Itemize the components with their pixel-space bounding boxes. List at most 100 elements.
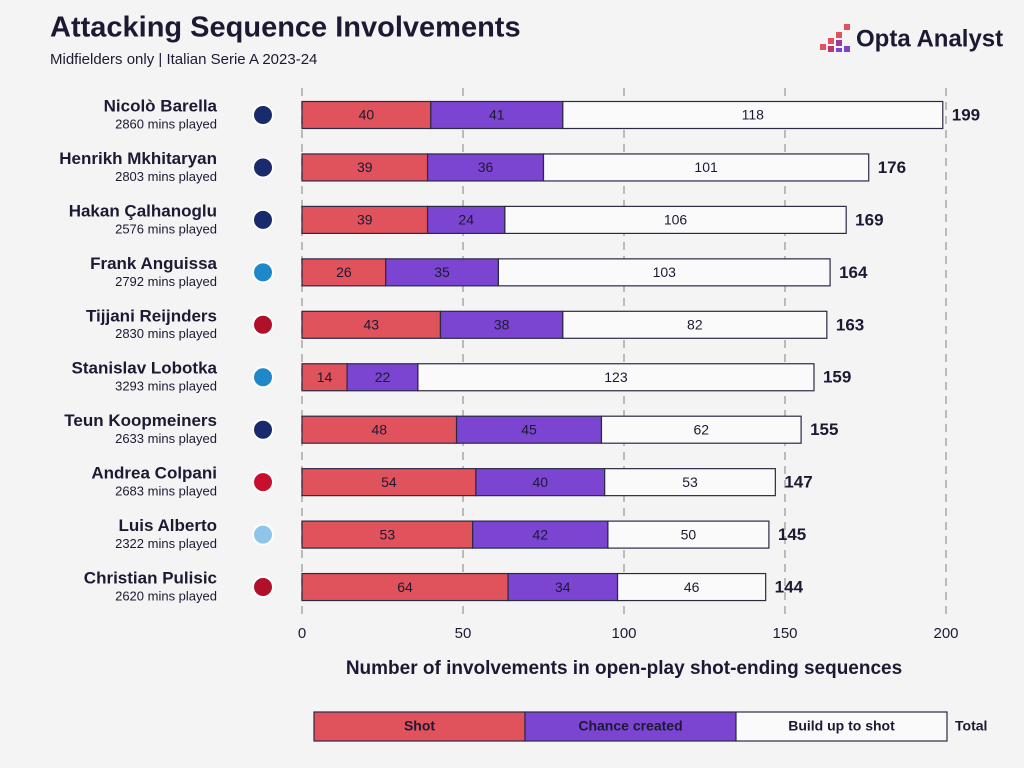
- total-label: 145: [778, 525, 806, 544]
- value-label: 103: [653, 264, 677, 280]
- club-badge: [252, 156, 274, 179]
- legend-total: Total: [955, 718, 987, 734]
- value-label: 101: [694, 159, 718, 175]
- club-badge: [252, 261, 274, 284]
- bar-segment: [604, 468, 776, 497]
- bar-segment: [301, 468, 477, 497]
- club-badge: [252, 208, 274, 231]
- player-name: Andrea Colpani: [91, 464, 217, 483]
- x-tick-label: 150: [772, 625, 797, 642]
- value-label: 54: [381, 474, 397, 490]
- player-name: Frank Anguissa: [90, 254, 217, 273]
- player-minutes: 2683 mins played: [115, 484, 217, 499]
- value-label: 39: [357, 212, 373, 228]
- x-axis-label: Number of involvements in open-play shot…: [346, 658, 902, 679]
- club-badge: [252, 471, 274, 494]
- value-label: 35: [434, 264, 450, 280]
- club-badge: [252, 523, 274, 546]
- bar-segment: [426, 153, 545, 182]
- player-minutes: 3293 mins played: [115, 379, 217, 394]
- value-label: 46: [684, 579, 700, 595]
- value-label: 123: [604, 369, 628, 385]
- bar-segment: [507, 572, 619, 602]
- player-minutes: 2860 mins played: [115, 116, 217, 131]
- bar-segment: [301, 363, 348, 392]
- bar-segment: [542, 153, 870, 182]
- bar-segment: [607, 520, 770, 549]
- x-tick-label: 100: [611, 625, 636, 642]
- player-minutes: 2322 mins played: [115, 536, 217, 551]
- legend-label: Build up to shot: [788, 718, 895, 734]
- value-label: 36: [478, 159, 494, 175]
- value-label: 40: [532, 474, 548, 490]
- bar-segment: [301, 310, 442, 339]
- legend-label: Chance created: [578, 718, 682, 734]
- bar-segment: [472, 520, 609, 549]
- value-label: 26: [336, 264, 352, 280]
- x-tick-label: 200: [933, 625, 958, 642]
- player-name: Tijjani Reijnders: [86, 306, 217, 325]
- value-label: 118: [742, 107, 765, 123]
- bar-segment: [301, 100, 432, 130]
- value-label: 34: [555, 579, 571, 595]
- player-minutes: 2830 mins played: [115, 326, 217, 341]
- player-minutes: 2576 mins played: [115, 221, 217, 236]
- value-label: 53: [380, 526, 396, 542]
- chart-title: Attacking Sequence Involvements: [50, 12, 521, 44]
- value-label: 82: [687, 317, 703, 333]
- total-label: 155: [810, 420, 838, 439]
- bar-segment: [417, 363, 815, 392]
- legend-swatch: [735, 711, 948, 742]
- total-label: 199: [952, 105, 980, 124]
- value-label: 64: [397, 579, 413, 595]
- value-label: 24: [458, 212, 474, 228]
- bar-segment: [301, 153, 429, 182]
- club-badge: [252, 313, 274, 336]
- bar-segment: [616, 572, 767, 602]
- bar-segment: [562, 310, 828, 339]
- legend-swatch: [313, 711, 526, 742]
- club-badge: [252, 418, 274, 441]
- total-label: 176: [878, 158, 906, 177]
- player-name: Christian Pulisic: [84, 569, 217, 588]
- value-label: 43: [363, 317, 379, 333]
- value-label: 50: [681, 526, 697, 542]
- value-label: 45: [521, 421, 537, 437]
- value-label: 106: [664, 212, 688, 228]
- bar-segment: [504, 205, 847, 234]
- bar-segment: [562, 100, 944, 130]
- value-label: 41: [489, 107, 505, 123]
- bar-segment: [301, 415, 458, 444]
- value-label: 14: [317, 369, 333, 385]
- chart-subtitle: Midfielders only | Italian Serie A 2023-…: [50, 51, 317, 68]
- bar-segment: [455, 415, 603, 444]
- player-name: Henrikh Mkhitaryan: [59, 149, 217, 168]
- player-name: Nicolò Barella: [104, 96, 218, 115]
- bar-segment: [600, 415, 802, 444]
- player-name: Hakan Çalhanoglu: [69, 201, 217, 220]
- value-label: 62: [693, 421, 709, 437]
- total-label: 164: [839, 263, 868, 282]
- club-badge: [252, 576, 274, 599]
- brand: Opta Analyst: [856, 25, 1003, 52]
- bar-segment: [301, 572, 509, 602]
- club-badge: [252, 104, 274, 126]
- bar-segment: [346, 363, 419, 392]
- player-minutes: 2620 mins played: [115, 588, 217, 603]
- legend-swatch: [524, 711, 737, 742]
- value-label: 48: [371, 421, 387, 437]
- legend-label: Shot: [404, 718, 435, 734]
- player-name: Teun Koopmeiners: [64, 411, 217, 430]
- player-minutes: 2792 mins played: [115, 274, 217, 289]
- bar-segment: [497, 258, 831, 287]
- total-label: 169: [855, 210, 883, 229]
- value-label: 38: [494, 317, 510, 333]
- x-tick-label: 50: [455, 625, 472, 642]
- bar-segment: [301, 205, 429, 234]
- player-minutes: 2633 mins played: [115, 431, 217, 446]
- player-name: Luis Alberto: [118, 516, 217, 535]
- total-label: 144: [775, 578, 804, 597]
- player-minutes: 2803 mins played: [115, 169, 217, 184]
- total-label: 163: [836, 315, 864, 334]
